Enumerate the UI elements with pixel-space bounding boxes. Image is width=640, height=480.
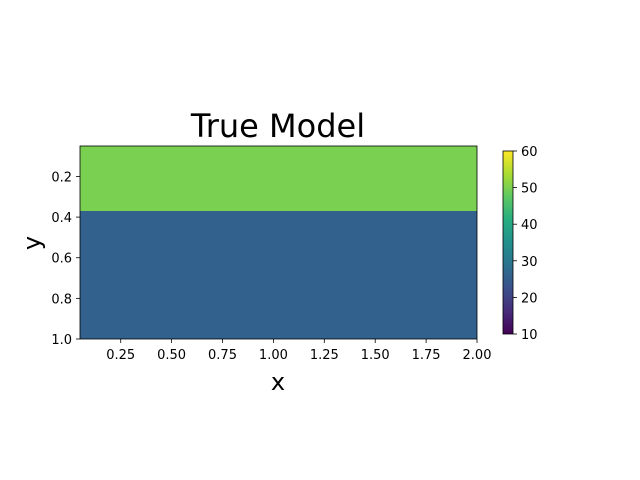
x-tick-label: 0.50 — [157, 348, 186, 363]
layer-1 — [80, 211, 477, 339]
colorbar: 10 20 30 40 50 60 — [502, 145, 538, 343]
colorbar-tick-label: 20 — [521, 291, 538, 306]
x-tick-label: 0.75 — [208, 348, 237, 363]
y-axis: 0.2 0.4 0.6 0.8 1.0 — [51, 170, 80, 348]
y-tick-label: 0.6 — [51, 252, 72, 267]
colorbar-gradient — [502, 150, 514, 335]
x-tick-label: 1.25 — [310, 348, 339, 363]
plot-frame — [79, 145, 478, 340]
colorbar-tick-label: 60 — [521, 145, 538, 160]
y-tick-label: 0.8 — [51, 292, 72, 307]
y-axis-label: y — [18, 236, 46, 250]
x-tick-label: 1.00 — [259, 348, 288, 363]
y-tick-label: 0.4 — [51, 211, 72, 226]
colorbar-tick-label: 10 — [521, 328, 538, 343]
colorbar-tick-label: 40 — [521, 218, 538, 233]
y-tick-label: 1.0 — [51, 333, 72, 348]
chart-title: True Model — [190, 107, 365, 145]
layer-0 — [80, 146, 477, 212]
x-axis: 0.25 0.50 0.75 1.00 1.25 1.50 1.75 2.00 — [106, 339, 491, 363]
x-tick-label: 1.75 — [412, 348, 441, 363]
x-tick-label: 2.00 — [463, 348, 492, 363]
x-tick-label: 1.50 — [361, 348, 390, 363]
colorbar-tick-label: 30 — [521, 255, 538, 270]
plot-area — [79, 145, 478, 340]
y-tick-label: 0.2 — [51, 170, 72, 185]
x-tick-label: 0.25 — [106, 348, 135, 363]
colorbar-tick-label: 50 — [521, 182, 538, 197]
x-axis-label: x — [271, 368, 285, 396]
